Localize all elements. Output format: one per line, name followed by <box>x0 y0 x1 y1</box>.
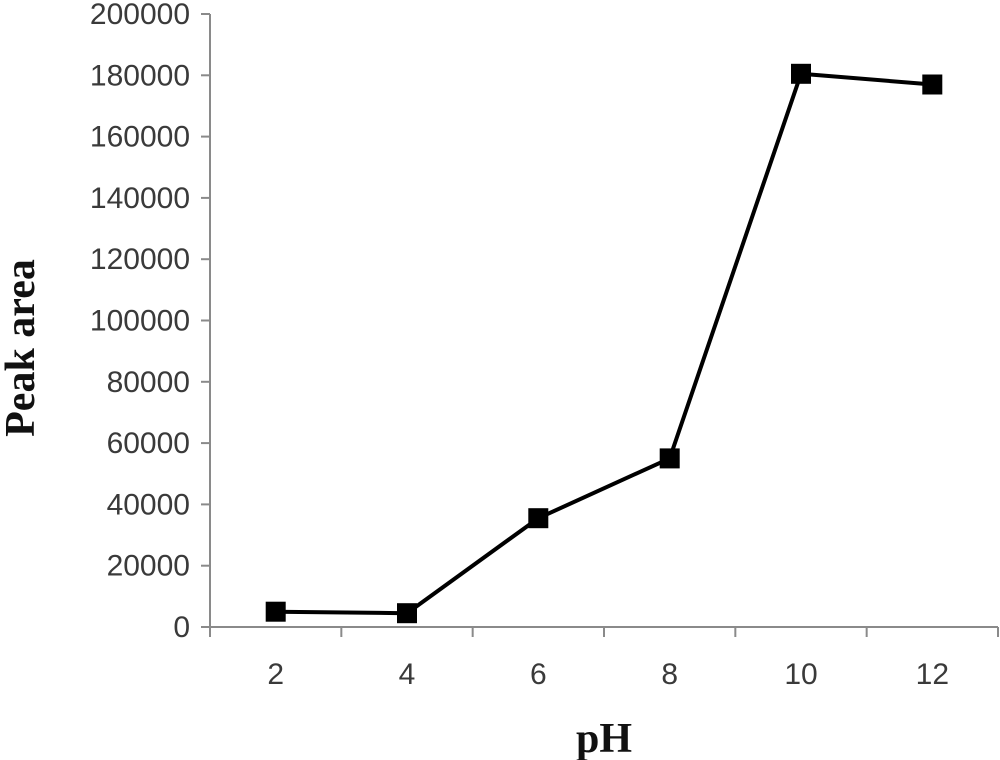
y-axis: 0 20000 40000 60000 80000 100000 120000 140000 1… <box>90 0 211 644</box>
y-tick-label: 80000 <box>107 366 190 399</box>
data-point-marker <box>265 601 286 622</box>
y-tick-label: 140000 <box>90 182 190 215</box>
y-tick-label: 60000 <box>107 427 190 460</box>
x-tick-label: 12 <box>916 658 949 691</box>
series-group <box>265 63 943 624</box>
y-tick-label: 120000 <box>90 243 190 276</box>
data-point-marker <box>659 448 680 469</box>
data-point-marker <box>922 74 943 95</box>
y-axis-title: Peak area <box>0 259 44 437</box>
data-point-marker <box>791 63 811 84</box>
x-tick-label: 8 <box>661 658 678 691</box>
y-tick-label: 100000 <box>90 305 190 338</box>
x-tick-label: 4 <box>399 658 416 691</box>
y-tick-label: 160000 <box>90 121 190 154</box>
data-point-marker <box>528 508 549 529</box>
y-tick-label: 40000 <box>107 488 190 521</box>
y-tick-label: 180000 <box>90 59 190 92</box>
x-tick-label: 2 <box>267 658 284 691</box>
x-tick-label: 6 <box>530 658 547 691</box>
y-tick-label: 200000 <box>90 0 190 31</box>
y-tick-label: 0 <box>173 611 190 644</box>
x-tick-label: 10 <box>784 658 817 691</box>
y-tick-label: 20000 <box>107 550 190 583</box>
data-point-marker <box>397 603 417 624</box>
x-axis-title: pH <box>576 716 632 760</box>
series-line <box>275 71 933 616</box>
x-axis: 2 4 6 8 10 12 <box>209 626 999 691</box>
